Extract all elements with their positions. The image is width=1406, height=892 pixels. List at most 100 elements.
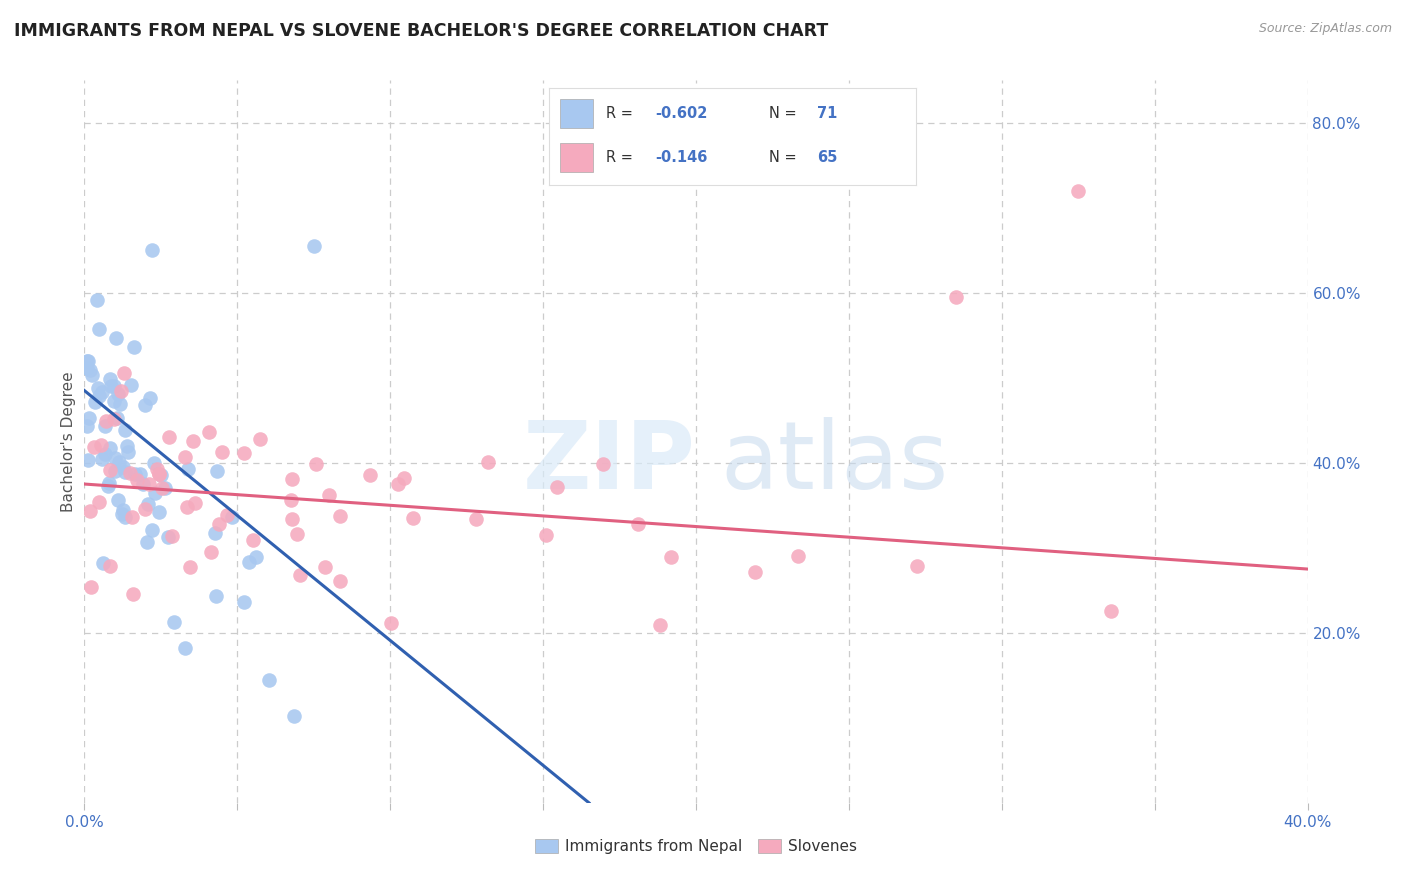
Point: [157, 430, 180, 444]
Point: [136, 496, 159, 510]
Point: [153, 481, 176, 495]
Point: [786, 549, 808, 563]
Point: [208, 517, 231, 532]
Point: [318, 488, 340, 502]
Point: [103, 393, 125, 408]
Point: [283, 708, 305, 723]
Point: [91, 384, 114, 399]
Point: [76, 354, 98, 368]
Point: [148, 467, 170, 481]
Point: [285, 527, 308, 541]
Point: [128, 467, 150, 482]
Point: [82, 368, 104, 383]
Point: [534, 528, 557, 542]
Point: [87, 495, 110, 509]
Point: [86, 380, 108, 394]
Point: [76, 418, 98, 433]
Point: [179, 560, 201, 574]
Point: [103, 464, 125, 478]
Point: [120, 378, 142, 392]
Point: [141, 523, 163, 537]
Point: [211, 445, 233, 459]
Point: [77, 452, 100, 467]
Point: [205, 590, 228, 604]
Point: [97, 478, 120, 492]
Point: [242, 533, 264, 547]
Point: [134, 398, 156, 412]
Point: [302, 239, 325, 253]
Point: [80, 580, 103, 594]
Point: [107, 386, 129, 401]
Point: [204, 525, 226, 540]
Point: [100, 379, 122, 393]
Point: [150, 481, 173, 495]
Point: [141, 244, 163, 258]
Point: [249, 432, 271, 446]
Point: [659, 550, 682, 565]
Point: [110, 507, 132, 521]
Point: [117, 444, 139, 458]
Point: [91, 556, 114, 570]
Point: [110, 384, 132, 398]
Point: [546, 480, 568, 494]
Point: [744, 565, 766, 579]
Point: [160, 529, 183, 543]
Point: [86, 293, 108, 308]
Point: [84, 395, 107, 409]
Point: [94, 446, 117, 460]
Point: [87, 322, 110, 336]
Point: [96, 414, 118, 428]
Point: [98, 476, 121, 491]
Point: [183, 434, 205, 449]
Point: [148, 505, 170, 519]
Point: [288, 568, 311, 582]
Point: [83, 440, 105, 454]
Point: [176, 500, 198, 514]
Point: [111, 503, 134, 517]
Point: [905, 558, 928, 573]
Point: [114, 510, 136, 524]
Point: [107, 411, 129, 425]
Point: [387, 476, 409, 491]
Point: [114, 465, 136, 479]
Point: [127, 473, 149, 487]
Point: [233, 445, 256, 459]
Point: [1099, 603, 1122, 617]
Point: [148, 467, 170, 481]
Point: [200, 545, 222, 559]
Point: [105, 331, 128, 345]
Point: [245, 549, 267, 564]
Point: [238, 555, 260, 569]
Point: [233, 595, 256, 609]
Point: [103, 378, 125, 392]
Point: [87, 389, 110, 403]
Point: [114, 423, 136, 437]
Legend: Immigrants from Nepal, Slovenes: Immigrants from Nepal, Slovenes: [529, 833, 863, 860]
Point: [108, 455, 131, 469]
Point: [257, 673, 280, 687]
Point: [103, 412, 125, 426]
Point: [163, 615, 186, 630]
Point: [108, 397, 131, 411]
Point: [146, 462, 169, 476]
Point: [98, 558, 121, 573]
Point: [314, 560, 336, 574]
Point: [120, 466, 142, 480]
Point: [329, 574, 352, 588]
Point: [132, 476, 155, 491]
Point: [945, 290, 967, 304]
Point: [392, 471, 415, 485]
Point: [139, 391, 162, 405]
Point: [112, 367, 135, 381]
Point: [477, 455, 499, 469]
Point: [93, 418, 115, 433]
Point: [104, 451, 127, 466]
Text: ZIP: ZIP: [523, 417, 696, 509]
Point: [79, 363, 101, 377]
Point: [98, 441, 121, 455]
Point: [305, 457, 328, 471]
Point: [197, 425, 219, 439]
Text: atlas: atlas: [720, 417, 949, 509]
Point: [156, 530, 179, 544]
Point: [648, 618, 671, 632]
